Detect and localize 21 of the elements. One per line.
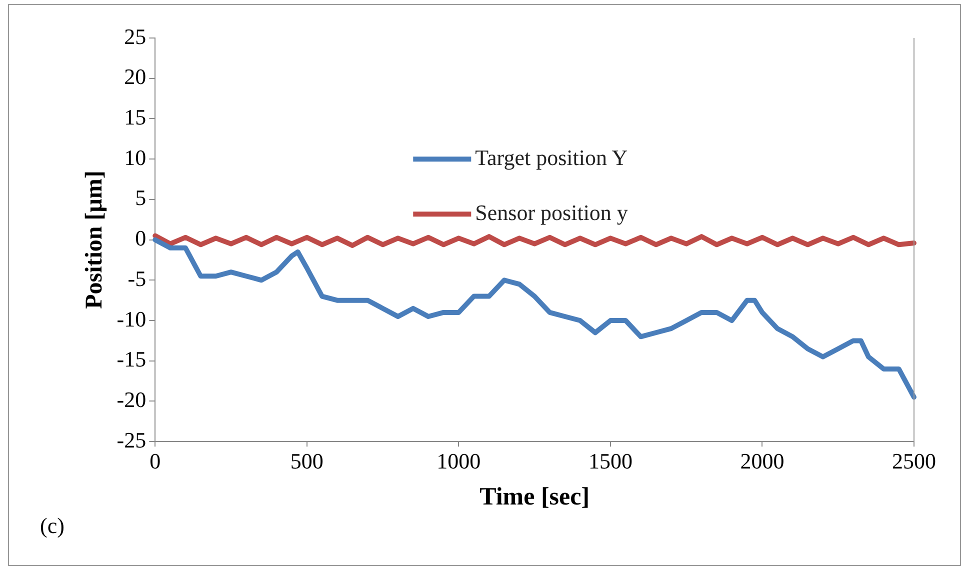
legend-label: Sensor position y <box>475 200 628 225</box>
x-tick-label: 2500 <box>892 448 936 474</box>
y-tick-label: -10 <box>116 306 146 332</box>
y-axis-title: Position [μm] <box>82 170 108 309</box>
y-tick-label: -25 <box>116 427 146 452</box>
x-tick-label: 1000 <box>436 448 481 474</box>
y-tick-label: 0 <box>135 226 146 251</box>
x-axis-title: Time [sec] <box>480 483 590 510</box>
y-tick-label: 25 <box>124 24 146 49</box>
y-tick-label: -15 <box>116 346 146 372</box>
x-tick-label: 1500 <box>588 448 632 474</box>
x-tick-label: 2000 <box>740 448 784 474</box>
legend-label: Target position Y <box>475 144 628 170</box>
y-tick-label: -20 <box>116 387 146 412</box>
y-tick-label: -5 <box>128 266 146 291</box>
text: (c) <box>40 513 64 538</box>
y-tick-label: 10 <box>124 144 146 170</box>
y-tick-label: 15 <box>124 104 146 130</box>
y-tick-label: 5 <box>135 185 146 210</box>
y-tick-label: 20 <box>124 64 146 90</box>
x-tick-label: 500 <box>290 448 324 474</box>
